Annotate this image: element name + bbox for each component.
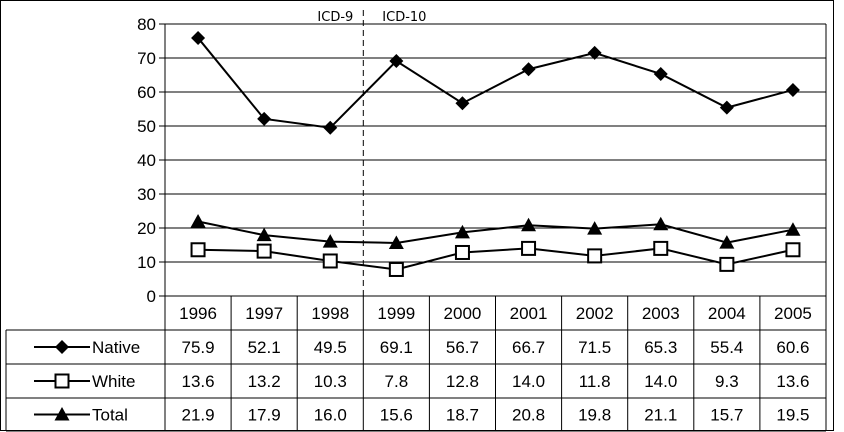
total-data-label: 21.9 xyxy=(182,406,215,425)
native-data-label: 55.4 xyxy=(710,338,743,357)
native-data-label: 66.7 xyxy=(512,338,545,357)
annotation-icd9: ICD-9 xyxy=(317,10,353,25)
y-tick-label: 80 xyxy=(137,15,156,34)
y-tick-label: 60 xyxy=(137,83,156,102)
white-legend-label: White xyxy=(92,372,135,391)
total-data-label: 19.8 xyxy=(578,406,611,425)
y-tick-label: 40 xyxy=(137,151,156,170)
total-data-label: 21.1 xyxy=(644,406,677,425)
white-data-label: 7.8 xyxy=(385,372,409,391)
y-tick-label: 50 xyxy=(137,117,156,136)
total-point xyxy=(785,222,801,236)
total-point xyxy=(719,235,735,249)
white-data-label: 12.8 xyxy=(446,372,479,391)
total-legend-label: Total xyxy=(92,406,128,425)
white-data-label: 14.0 xyxy=(644,372,677,391)
native-data-label: 71.5 xyxy=(578,338,611,357)
total-data-label: 16.0 xyxy=(314,406,347,425)
white-point xyxy=(454,244,470,260)
white-data-label: 9.3 xyxy=(715,372,739,391)
total-point xyxy=(454,224,470,239)
x-tick-label: 2000 xyxy=(444,304,482,323)
white-data-label: 11.8 xyxy=(579,372,611,391)
x-tick-label: 1996 xyxy=(179,304,217,323)
native-legend-marker xyxy=(55,340,69,354)
native-series-line xyxy=(197,37,794,129)
white-data-label: 13.6 xyxy=(182,372,215,391)
series-markers xyxy=(190,30,801,277)
native-point xyxy=(587,45,602,60)
x-tick-label: 1998 xyxy=(311,304,349,323)
total-data-label: 18.7 xyxy=(446,406,479,425)
x-tick-label: 2003 xyxy=(642,304,680,323)
total-point xyxy=(521,217,537,232)
total-data-label: 17.9 xyxy=(248,406,281,425)
x-tick-label: 2001 xyxy=(510,304,548,323)
native-point xyxy=(389,54,404,69)
native-point xyxy=(653,66,668,81)
native-point xyxy=(455,96,470,111)
x-tick-label: 2004 xyxy=(708,304,746,323)
y-tick-label: 20 xyxy=(137,219,156,238)
native-data-label: 69.1 xyxy=(380,338,413,357)
white-point xyxy=(719,256,735,272)
white-point xyxy=(190,242,206,258)
y-axis-ticks: 0 10 20 30 40 50 60 70 80 xyxy=(137,15,156,306)
x-tick-label: 1997 xyxy=(245,304,283,323)
total-point xyxy=(388,235,404,249)
white-data-label: 10.3 xyxy=(314,372,347,391)
white-point xyxy=(521,240,537,256)
total-data-label: 15.6 xyxy=(380,406,413,425)
white-point xyxy=(785,242,801,258)
total-point xyxy=(256,227,272,242)
white-data-label: 13.6 xyxy=(776,372,809,391)
white-point xyxy=(388,261,404,277)
native-point xyxy=(323,120,338,135)
white-data-label: 13.2 xyxy=(248,372,281,391)
total-data-label: 15.7 xyxy=(710,406,743,425)
data-table: 1996 1997 1998 1999 2000 2001 2002 2003 2004 2005… xyxy=(5,295,827,432)
native-legend-label: Native xyxy=(92,338,140,357)
native-point xyxy=(785,82,800,97)
native-data-label: 75.9 xyxy=(182,338,215,357)
native-point xyxy=(257,111,272,126)
native-point xyxy=(191,30,206,45)
native-data-label: 56.7 xyxy=(446,338,479,357)
white-data-label: 14.0 xyxy=(512,372,545,391)
total-point xyxy=(322,234,338,248)
white-point xyxy=(587,248,603,264)
y-tick-label: 70 xyxy=(137,49,156,68)
white-legend-marker xyxy=(54,373,70,389)
native-data-label: 60.6 xyxy=(776,338,809,357)
native-point xyxy=(719,100,734,115)
y-tick-label: 30 xyxy=(137,185,156,204)
x-tick-label: 2002 xyxy=(576,304,614,323)
total-series-line xyxy=(197,220,794,244)
native-data-label: 65.3 xyxy=(644,338,677,357)
total-point xyxy=(190,214,206,228)
white-series-line xyxy=(198,247,794,271)
total-point xyxy=(587,221,603,235)
total-point xyxy=(653,216,669,231)
native-point xyxy=(521,62,536,77)
x-tick-label: 2005 xyxy=(774,304,812,323)
y-tick-label: 0 xyxy=(147,287,156,306)
white-point xyxy=(322,253,338,269)
annotation-icd10: ICD-10 xyxy=(382,10,426,25)
total-legend-marker xyxy=(54,407,70,421)
native-data-label: 52.1 xyxy=(248,338,281,357)
x-tick-label: 1999 xyxy=(377,304,415,323)
total-data-label: 19.5 xyxy=(776,406,809,425)
native-data-label: 49.5 xyxy=(314,338,347,357)
series-lines xyxy=(197,37,794,271)
y-tick-label: 10 xyxy=(137,253,156,272)
white-point xyxy=(653,240,669,256)
total-data-label: 20.8 xyxy=(512,406,545,425)
white-point xyxy=(256,243,272,259)
